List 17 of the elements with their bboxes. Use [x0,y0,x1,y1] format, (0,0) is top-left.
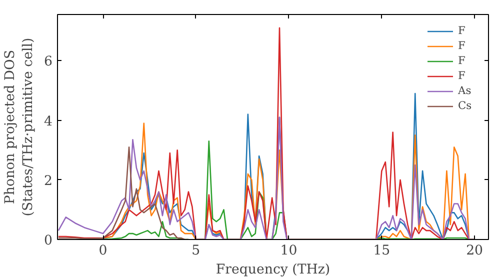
x-tick-label: 15 [373,244,390,258]
y-tick-label: 6 [44,54,53,70]
y-tick-label: 4 [44,114,53,130]
y-tick-label: 2 [44,174,53,189]
legend-label: F [458,54,466,67]
legend-label: As [458,84,472,97]
legend-label: Cs [458,99,473,112]
legend-label: F [458,69,466,82]
x-tick-label: 20 [466,244,484,258]
x-tick-label: 0 [98,244,108,258]
legend-label: F [458,24,466,37]
x-tick-label: 10 [280,244,298,258]
y-tick-label: 0 [44,234,53,248]
y-axis-title: Phonon projected DOS (States/THz·primitive cell) [3,38,36,216]
x-axis-title: Frequency (THz) [216,262,330,278]
legend-label: F [458,39,466,52]
x-tick-label: 5 [192,244,200,258]
